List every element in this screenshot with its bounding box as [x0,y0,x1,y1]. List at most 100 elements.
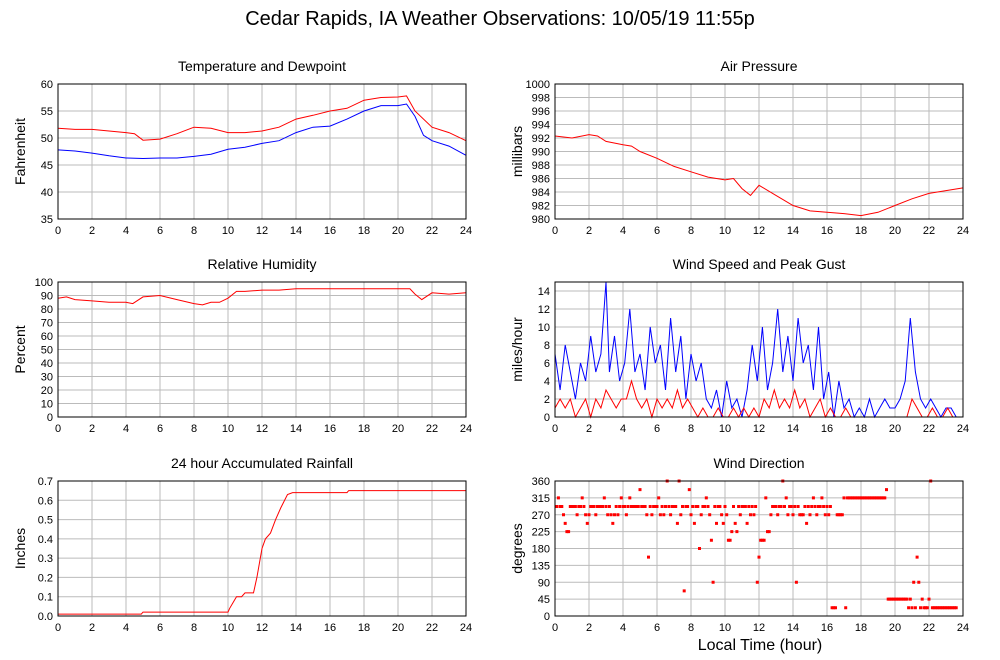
data-point [635,505,639,508]
x-tick-label: 22 [923,622,935,634]
x-tick-label: 20 [889,622,901,634]
data-point [881,496,885,500]
data-point [592,505,596,508]
data-point [834,606,837,610]
x-tick-label: 24 [957,423,969,435]
plot-frame [57,480,467,617]
data-point [810,505,814,508]
x-tick-label: 16 [324,423,336,435]
data-point [907,606,911,610]
series-line-red [58,490,466,615]
data-point [743,505,747,508]
data-point [832,606,836,610]
x-tick-label: 12 [753,622,765,634]
data-point [873,496,877,500]
x-tick-label: 22 [426,423,438,435]
data-point [658,513,662,517]
data-point [565,530,569,534]
data-point [823,513,827,517]
y-tick-label: 45 [538,594,550,606]
data-point [560,505,564,508]
data-point [726,538,730,542]
data-point [601,505,605,508]
y-tick-label: 180 [532,544,550,556]
x-tick-label: 16 [821,622,833,634]
data-point [614,505,618,508]
data-point [947,606,951,610]
data-point [720,513,724,517]
x-tick-label: 20 [392,423,404,435]
data-point [805,521,809,525]
y-axis-label: millibars [509,126,525,177]
data-point [764,496,768,500]
data-point [908,597,912,601]
data-point [946,606,950,610]
y-tick-label: 980 [532,214,550,226]
data-point [638,488,642,492]
data-point [623,505,627,508]
data-point [844,606,848,610]
data-point [852,496,856,500]
data-point [951,606,955,610]
data-point [652,505,656,508]
data-point [684,505,688,508]
data-point [604,505,608,508]
data-point [919,606,922,610]
data-point [640,505,644,508]
data-point [774,505,778,508]
y-tick-label: 50 [41,345,53,357]
data-point [851,496,854,500]
data-point [628,496,632,500]
data-point [898,597,902,601]
data-point [784,496,788,500]
data-point [704,496,708,500]
plot-frame [554,281,964,418]
x-tick-label: 10 [222,423,234,435]
data-point [587,513,591,517]
chart-title: Relative Humidity [208,256,317,272]
y-tick-label: 50 [41,133,53,145]
y-tick-label: 6 [544,358,550,370]
data-point [667,505,671,508]
data-point [715,521,718,525]
data-point [660,505,664,508]
data-point [738,513,742,517]
x-tick-label: 10 [719,423,731,435]
temp-chart: Temperature and DewpointFahrenheit354045… [12,58,472,237]
data-point [771,505,775,508]
x-tick-label: 14 [787,225,799,237]
y-tick-label: 988 [532,160,550,172]
x-tick-label: 8 [191,622,197,634]
data-point [556,496,560,500]
data-point [847,496,851,500]
data-point [687,488,691,492]
data-point [630,505,633,508]
y-tick-label: 2 [544,394,550,406]
y-tick-label: 270 [532,510,550,522]
data-point [562,513,565,517]
y-axis-label: miles/hour [509,317,525,382]
data-point [803,505,807,508]
data-point [572,505,576,508]
data-point [806,505,810,508]
data-point [893,597,897,601]
data-point [698,547,701,550]
data-point [815,513,819,517]
data-point [900,597,904,601]
y-tick-label: 992 [532,133,550,145]
data-point [674,505,678,508]
x-tick-label: 12 [753,225,765,237]
x-tick-label: 16 [324,622,336,634]
data-point [742,505,746,508]
x-tick-label: 22 [426,622,438,634]
data-point [896,597,900,601]
data-point [954,606,958,610]
x-tick-label: 8 [688,423,694,435]
data-point [932,606,936,610]
y-tick-label: 994 [532,120,550,132]
data-point [942,606,946,610]
data-point [643,505,647,508]
data-point [788,505,792,508]
x-tick-label: 20 [889,225,901,237]
x-tick-label: 8 [688,622,694,634]
